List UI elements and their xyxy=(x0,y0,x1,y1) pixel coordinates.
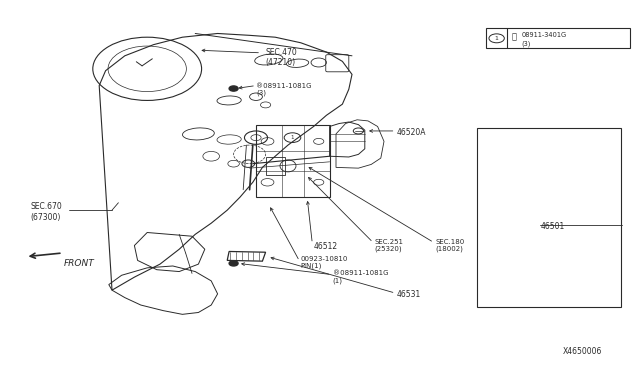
Text: 1: 1 xyxy=(291,135,294,140)
Bar xyxy=(266,157,285,175)
Bar xyxy=(486,28,630,48)
Bar xyxy=(477,128,621,307)
Text: Ⓝ: Ⓝ xyxy=(512,33,517,42)
Text: 46501: 46501 xyxy=(541,222,565,231)
Text: SEC.180
(18002): SEC.180 (18002) xyxy=(435,239,465,252)
Text: 08911-3401G: 08911-3401G xyxy=(522,32,567,38)
Text: 00923-10810
PIN(1): 00923-10810 PIN(1) xyxy=(301,256,348,269)
Text: 1: 1 xyxy=(495,36,499,41)
Text: 46531: 46531 xyxy=(397,290,421,299)
Text: ®08911-1081G
(3): ®08911-1081G (3) xyxy=(256,83,312,96)
Bar xyxy=(256,125,330,197)
Text: SEC.470
(47210): SEC.470 (47210) xyxy=(266,48,298,67)
Text: 46520A: 46520A xyxy=(397,128,426,137)
Circle shape xyxy=(229,261,238,266)
Text: ®08911-1081G
(1): ®08911-1081G (1) xyxy=(333,270,388,284)
Text: X4650006: X4650006 xyxy=(563,347,603,356)
Text: 46512: 46512 xyxy=(314,242,338,251)
Text: SEC.670
(67300): SEC.670 (67300) xyxy=(31,202,63,222)
Circle shape xyxy=(229,86,238,91)
Text: (3): (3) xyxy=(522,41,531,47)
Text: SEC.251
(25320): SEC.251 (25320) xyxy=(374,239,403,252)
Text: FRONT: FRONT xyxy=(64,259,95,268)
